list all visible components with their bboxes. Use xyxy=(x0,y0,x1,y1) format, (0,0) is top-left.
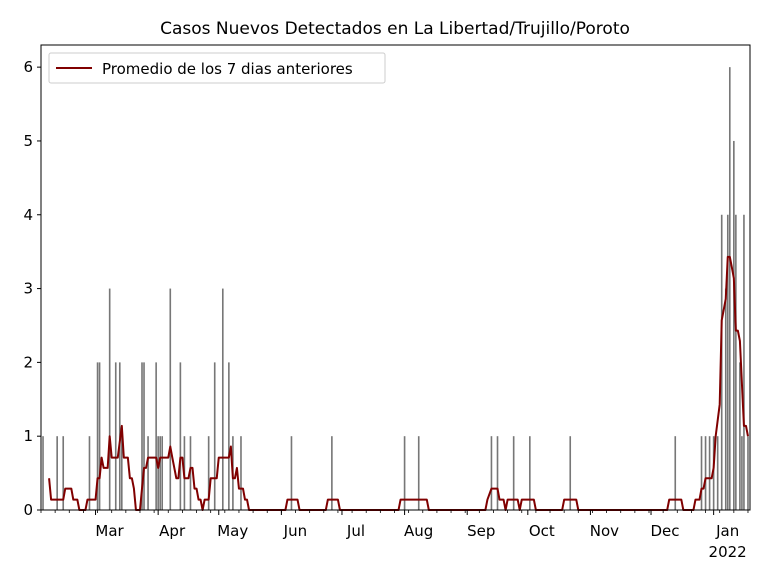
bar xyxy=(490,436,493,510)
x-tick-label: Sep xyxy=(467,522,495,540)
x-tick-label: May xyxy=(217,522,248,540)
plot-frame xyxy=(40,44,751,511)
x-tick-label: Mar xyxy=(95,522,124,540)
bar xyxy=(720,214,723,510)
bar xyxy=(569,436,572,510)
bar xyxy=(708,436,711,510)
bar xyxy=(179,362,182,510)
bars-layer xyxy=(42,67,749,510)
bar xyxy=(728,67,731,510)
bar xyxy=(155,362,157,510)
bar xyxy=(674,436,677,510)
bar xyxy=(228,362,230,510)
y-tick-label: 5 xyxy=(23,132,33,150)
y-tick-label: 6 xyxy=(23,58,33,76)
bar xyxy=(88,436,91,510)
bar xyxy=(161,436,164,510)
bar xyxy=(704,436,707,510)
bar xyxy=(724,288,727,510)
bar xyxy=(743,214,745,510)
bar xyxy=(157,436,159,510)
bar xyxy=(56,436,58,510)
bar xyxy=(240,436,242,510)
bar xyxy=(739,362,741,510)
avg-line xyxy=(48,255,749,511)
axes-layer: 0 1 2 3 4 5 6 Mar Apr May Jun Jul Aug Sep Oct Nov Dec Jan… xyxy=(23,44,751,561)
bar xyxy=(141,362,143,510)
bar xyxy=(529,436,531,510)
x-tick-label: Oct xyxy=(529,522,555,540)
bar xyxy=(700,436,703,510)
bar xyxy=(403,436,406,510)
bar xyxy=(726,214,729,510)
bar xyxy=(169,288,172,510)
bar xyxy=(733,140,735,510)
x-tick-label: Nov xyxy=(590,522,619,540)
bar xyxy=(159,436,161,510)
bar xyxy=(747,436,749,510)
bar xyxy=(221,288,224,510)
bar xyxy=(735,214,737,510)
legend-box xyxy=(48,52,386,84)
y-tick-label: 2 xyxy=(23,353,33,371)
y-tick-label: 4 xyxy=(23,206,33,224)
avg-line-layer xyxy=(48,255,749,511)
bar xyxy=(114,362,117,510)
bar xyxy=(290,436,293,510)
bar xyxy=(512,436,515,510)
bar xyxy=(147,436,149,510)
bar xyxy=(496,436,499,510)
y-tick-label: 0 xyxy=(23,501,33,519)
legend: Promedio de los 7 dias anteriores xyxy=(48,52,386,84)
legend-label: Promedio de los 7 dias anteriores xyxy=(102,60,353,78)
bar xyxy=(417,436,420,510)
x-tick-label: Jun xyxy=(283,522,307,540)
x-tick-label: Jan xyxy=(715,522,739,540)
bar xyxy=(213,362,216,510)
x-tick-label: Aug xyxy=(404,522,433,540)
bar xyxy=(120,436,123,510)
y-tick-label: 1 xyxy=(23,427,33,445)
bar xyxy=(143,362,145,510)
bar xyxy=(96,362,99,510)
bar xyxy=(108,288,111,510)
bar xyxy=(62,436,65,510)
chart-title: Casos Nuevos Detectados en La Libertad/T… xyxy=(160,19,630,39)
x-tick-label: Apr xyxy=(159,522,186,540)
bar xyxy=(331,436,333,510)
x-year-label: 2022 xyxy=(709,543,747,561)
bar xyxy=(207,436,210,510)
bar xyxy=(98,362,101,510)
x-tick-label: Jul xyxy=(346,522,365,540)
bar xyxy=(42,436,44,510)
bar xyxy=(716,436,719,510)
x-tick-label: Dec xyxy=(651,522,680,540)
bar xyxy=(741,436,743,510)
y-tick-label: 3 xyxy=(23,280,33,298)
